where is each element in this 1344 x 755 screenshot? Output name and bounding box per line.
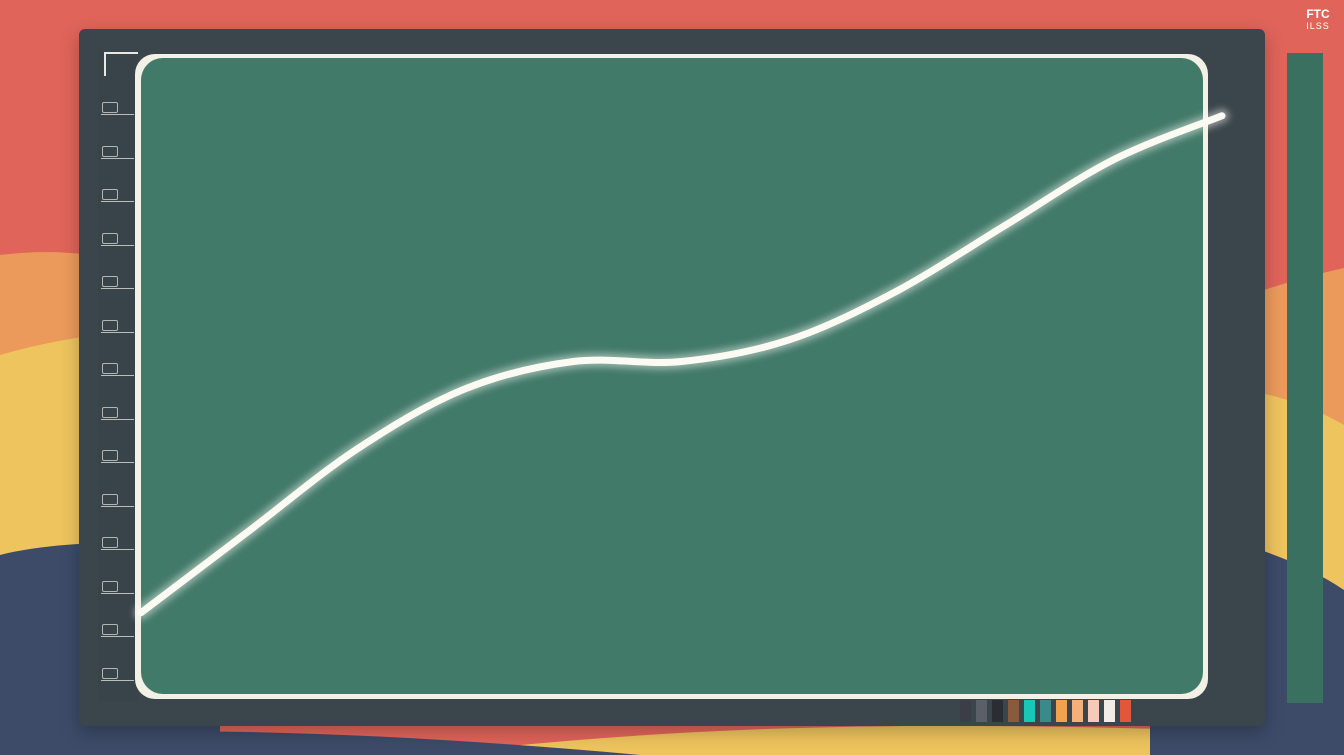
brand-line-2: ILSS xyxy=(1306,21,1330,31)
y-tick-line xyxy=(101,331,134,333)
brand-line-1: FTC xyxy=(1306,7,1330,21)
y-tick-line xyxy=(101,375,134,377)
y-tick-line xyxy=(101,462,134,464)
plot-area xyxy=(141,58,1203,694)
brand-logo: FTC ILSS xyxy=(1296,8,1340,38)
y-tick-line xyxy=(101,505,134,507)
y-tick-line xyxy=(101,680,134,681)
palette-swatch xyxy=(992,700,1003,722)
palette-swatch xyxy=(1120,700,1131,722)
palette-swatch xyxy=(960,700,971,722)
series-layer xyxy=(134,108,1229,620)
y-tick-line xyxy=(101,244,134,246)
palette-swatch xyxy=(976,700,987,722)
y-tick-line xyxy=(101,636,134,638)
y-tick-label xyxy=(102,450,118,462)
y-tick-line xyxy=(101,592,134,594)
y-tick-label xyxy=(102,189,118,201)
palette-swatch xyxy=(1040,700,1051,722)
y-tick-line xyxy=(101,114,134,115)
y-tick-line xyxy=(101,418,134,420)
y-tick-label xyxy=(102,537,118,549)
y-tick-label xyxy=(102,232,118,244)
y-tick-label xyxy=(102,145,118,157)
y-tick-line xyxy=(101,549,134,551)
y-tick-line xyxy=(101,157,134,159)
palette-swatch xyxy=(1088,700,1099,722)
y-tick-label xyxy=(102,493,118,505)
palette-swatch xyxy=(1104,700,1115,722)
palette-swatch xyxy=(1072,700,1083,722)
series-line xyxy=(137,112,1226,617)
palette-swatch xyxy=(1008,700,1019,722)
palette-swatch xyxy=(1024,700,1035,722)
color-palette-bar xyxy=(960,700,1145,724)
y-tick-label xyxy=(102,276,118,288)
y-tick-label xyxy=(102,668,118,679)
y-tick-label xyxy=(102,580,118,592)
y-tick-line xyxy=(101,288,134,290)
y-tick-line xyxy=(101,201,134,203)
right-bezel-strip xyxy=(1287,53,1323,703)
y-tick-label xyxy=(102,102,118,113)
y-tick-label xyxy=(102,363,118,375)
y-tick-label xyxy=(102,319,118,331)
y-tick-label xyxy=(102,406,118,418)
palette-swatch xyxy=(1056,700,1067,722)
y-tick-label xyxy=(102,624,118,636)
ruler-corner-bracket xyxy=(104,52,138,76)
